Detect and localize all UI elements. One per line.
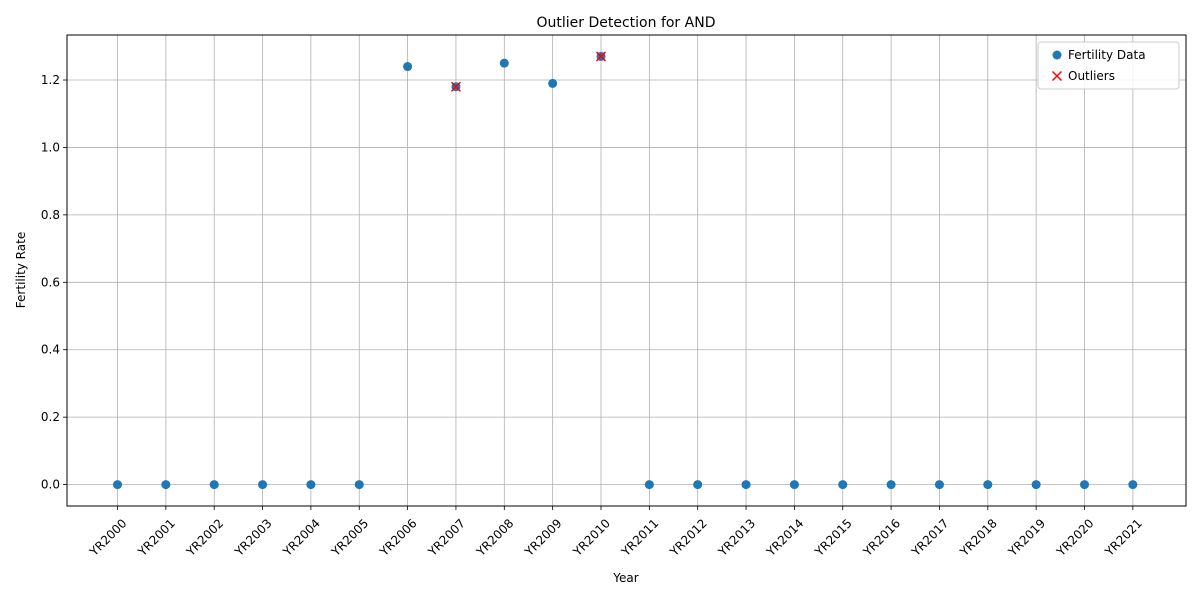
x-tick-label: YR2007 bbox=[425, 516, 468, 559]
data-point bbox=[838, 480, 848, 490]
outlier-stroke bbox=[595, 51, 607, 62]
legend-label-fertility-data: Fertility Data bbox=[1068, 48, 1146, 62]
y-tick-label: 0.4 bbox=[41, 343, 60, 357]
data-point bbox=[403, 62, 413, 72]
data-point bbox=[983, 480, 993, 490]
y-tick-label: 0.8 bbox=[41, 208, 60, 222]
x-tick-label: YR2019 bbox=[1005, 516, 1048, 559]
data-point bbox=[789, 480, 799, 490]
x-tick-label: YR2001 bbox=[135, 516, 178, 559]
x-tick-label: YR2018 bbox=[957, 516, 1000, 559]
x-tick-label: YR2014 bbox=[763, 516, 806, 559]
data-point bbox=[1031, 480, 1041, 490]
data-point bbox=[354, 480, 364, 490]
y-tick-label: 1.2 bbox=[41, 73, 60, 87]
y-tick-label: 0.0 bbox=[41, 478, 60, 492]
outlier-point bbox=[595, 51, 607, 62]
x-tick-label: YR2008 bbox=[473, 516, 516, 559]
data-point bbox=[548, 78, 558, 88]
x-tick-label: YR2002 bbox=[183, 516, 226, 559]
y-tick-label: 0.2 bbox=[41, 410, 60, 424]
x-tick-label: YR2000 bbox=[86, 516, 129, 559]
x-tick-label: YR2012 bbox=[666, 516, 709, 559]
data-point bbox=[1128, 480, 1138, 490]
x-axis-ticks: YR2000 YR2001 YR2002 YR2003 YR2004 YR2005 YR20… bbox=[86, 506, 1145, 559]
x-tick-label: YR2021 bbox=[1102, 516, 1145, 559]
x-tick-label: YR2011 bbox=[618, 516, 661, 559]
data-point bbox=[209, 480, 219, 490]
outlier-point bbox=[450, 81, 461, 92]
data-point bbox=[306, 480, 316, 490]
chart-title: Outlier Detection for AND bbox=[537, 15, 716, 31]
data-point bbox=[258, 480, 268, 490]
x-tick-label: YR2010 bbox=[570, 516, 613, 559]
x-tick-label: YR2016 bbox=[860, 516, 903, 559]
x-tick-label: YR2015 bbox=[812, 516, 855, 559]
y-tick-label: 0.6 bbox=[41, 275, 60, 289]
y-axis-label: Fertility Rate bbox=[14, 232, 28, 308]
legend-marker-fertility-data bbox=[1052, 50, 1062, 60]
x-axis-label: Year bbox=[612, 571, 638, 585]
data-point bbox=[644, 480, 654, 490]
outlier-stroke bbox=[450, 81, 461, 92]
grid-lines bbox=[67, 35, 1186, 506]
data-point bbox=[1080, 480, 1089, 490]
x-tick-label: YR2005 bbox=[328, 516, 371, 559]
legend-label-outliers: Outliers bbox=[1068, 69, 1115, 83]
x-tick-label: YR2004 bbox=[280, 516, 323, 559]
x-tick-label: YR2013 bbox=[715, 516, 758, 559]
y-axis-ticks: 0.0 0.2 0.4 0.6 0.8 1.0 1.2 bbox=[41, 73, 67, 492]
legend-marker-outliers bbox=[1051, 70, 1063, 82]
data-point bbox=[886, 480, 896, 490]
legend: Fertility Data Outliers bbox=[1037, 41, 1180, 90]
x-tick-label: YR2006 bbox=[376, 516, 419, 559]
x-tick-label: YR2017 bbox=[908, 516, 951, 559]
data-point bbox=[161, 480, 171, 490]
x-tick-label: YR2020 bbox=[1053, 516, 1096, 559]
x-tick-label: YR2009 bbox=[521, 516, 564, 559]
data-point bbox=[741, 480, 751, 490]
legend-box bbox=[1037, 41, 1180, 90]
x-tick-label: YR2003 bbox=[231, 516, 274, 559]
data-point bbox=[693, 480, 703, 490]
data-point bbox=[499, 58, 509, 68]
plot-area-frame bbox=[66, 34, 1187, 507]
data-point bbox=[934, 480, 944, 490]
y-tick-label: 1.0 bbox=[41, 140, 60, 154]
data-point bbox=[113, 480, 122, 490]
data-points bbox=[113, 51, 1138, 490]
